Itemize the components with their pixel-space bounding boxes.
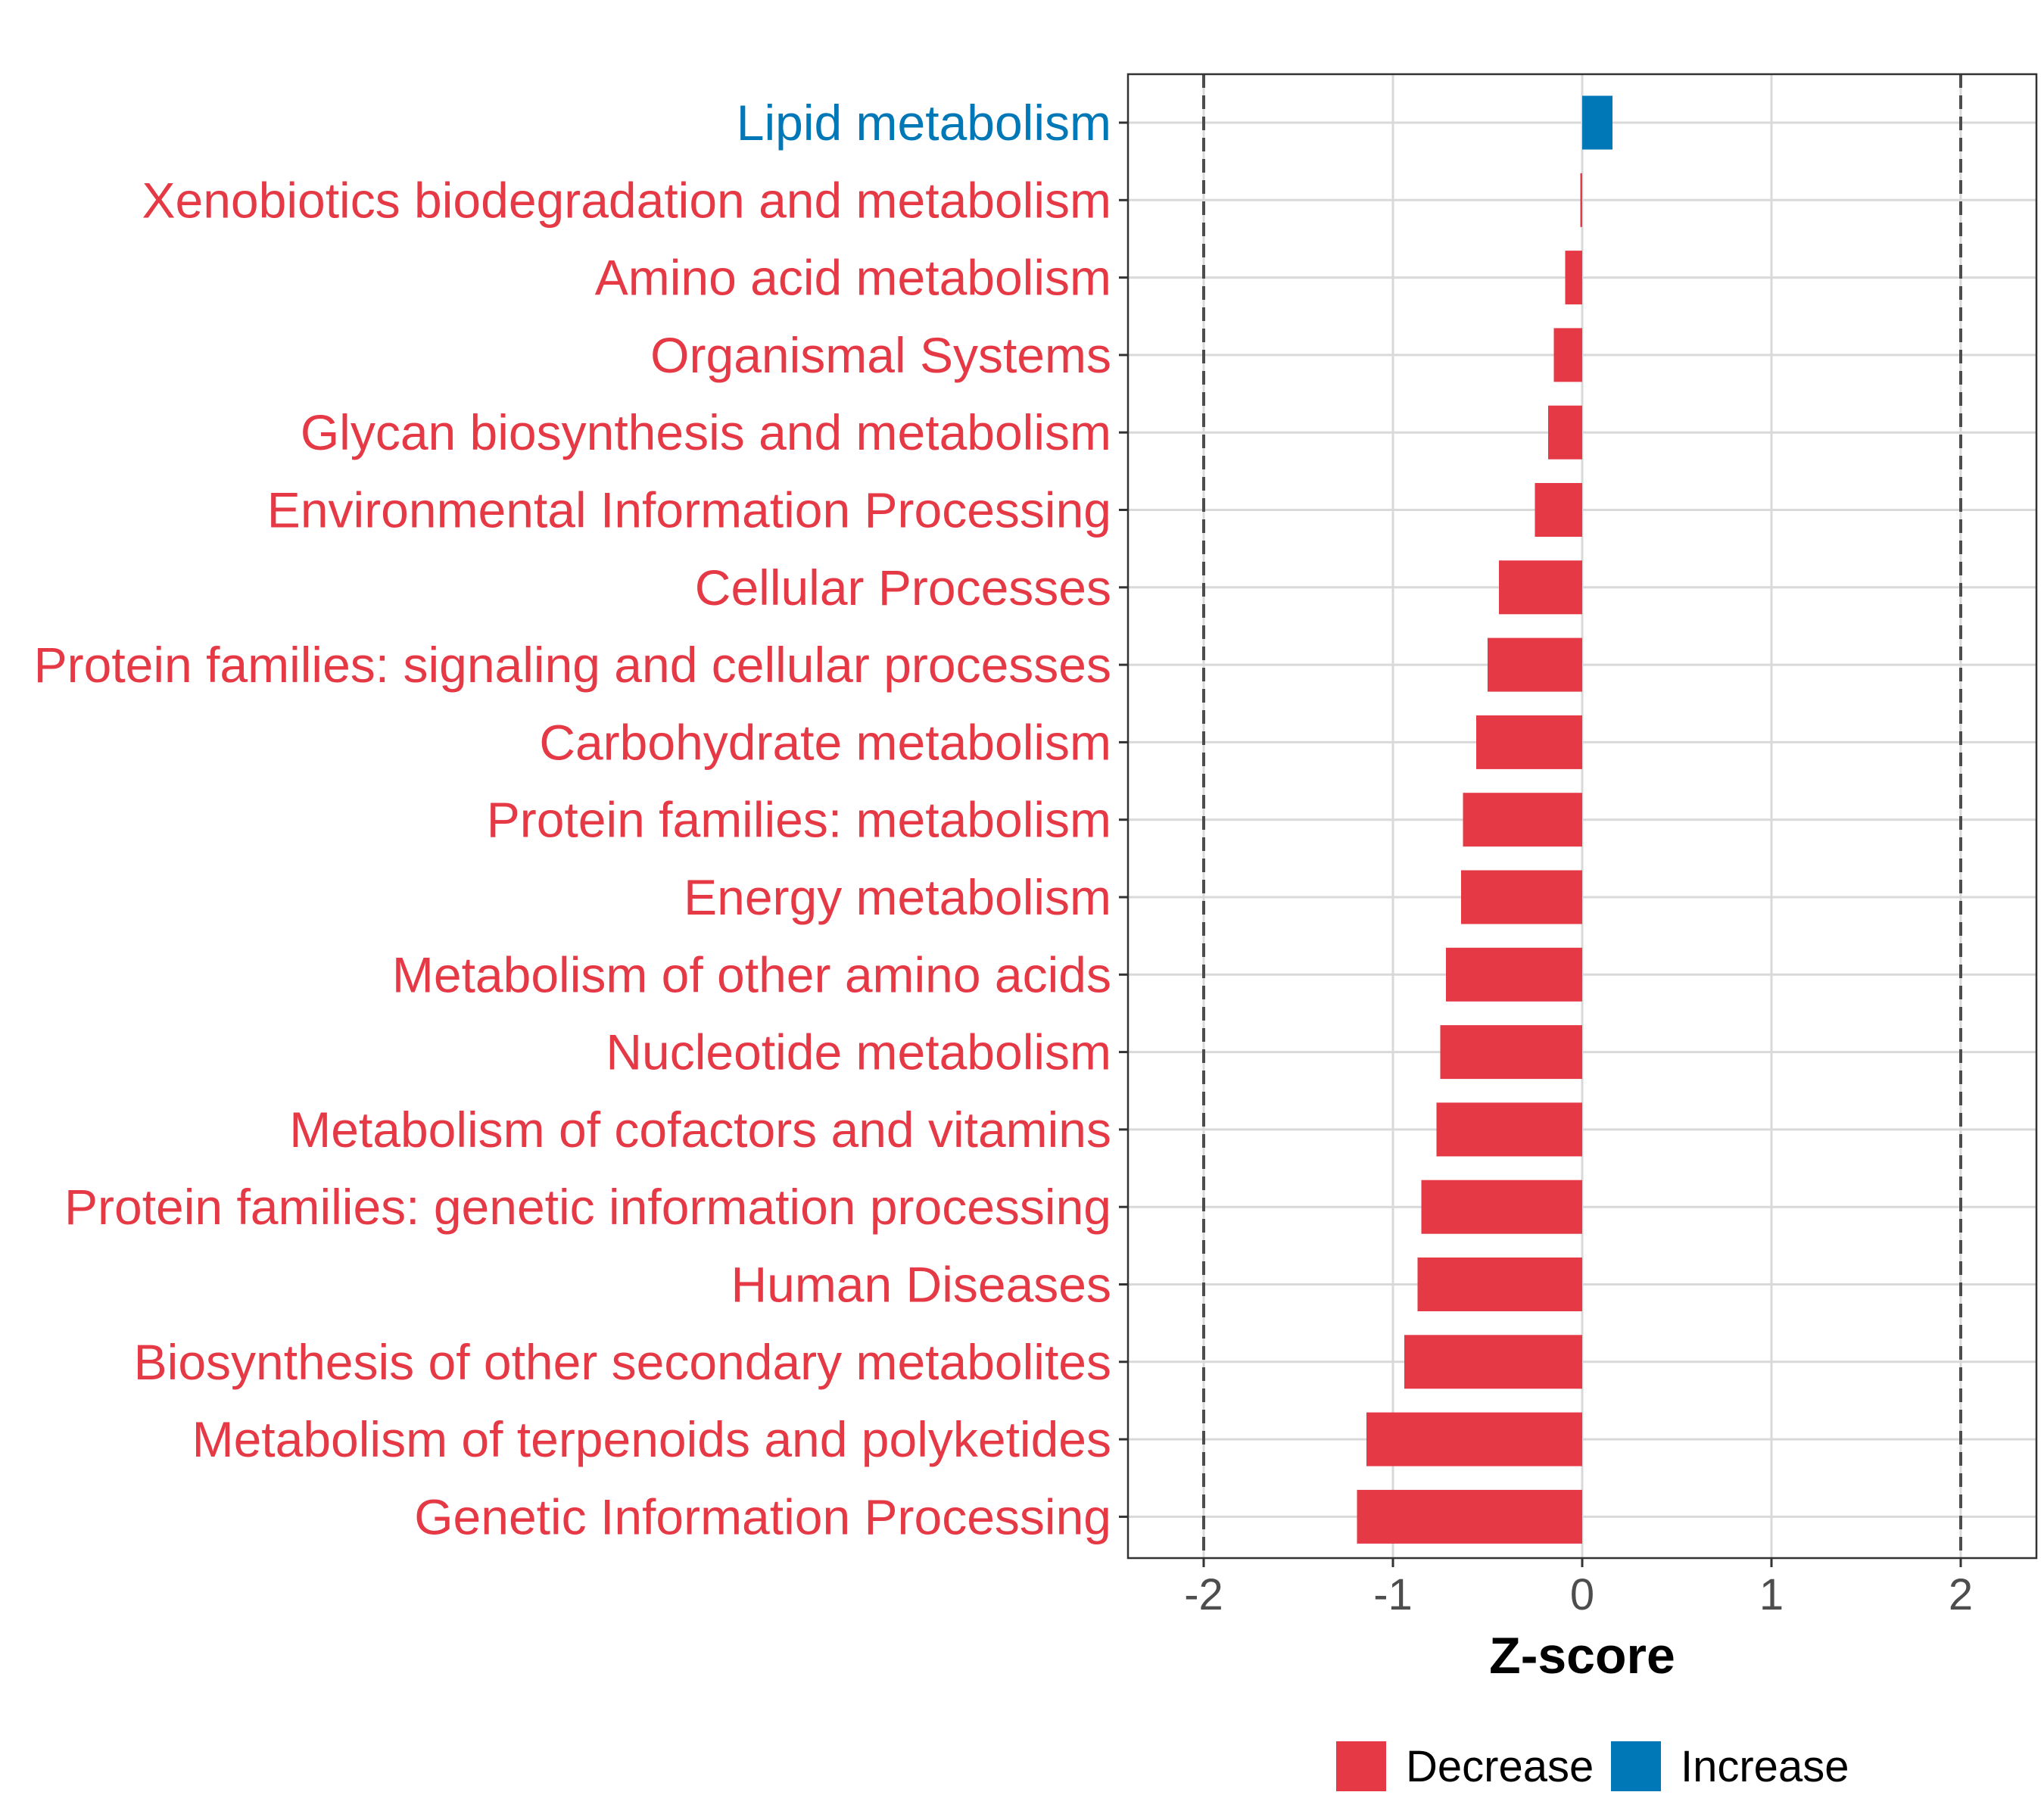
bar-4 xyxy=(1553,328,1582,382)
legend-swatch xyxy=(1611,1741,1661,1791)
category-label: Environmental Information Processing xyxy=(267,482,1111,538)
category-label: Carbohydrate metabolism xyxy=(539,714,1111,770)
legend-label: Decrease xyxy=(1406,1742,1594,1791)
category-label: Metabolism of terpenoids and polyketides xyxy=(192,1411,1111,1467)
bar-19 xyxy=(1357,1489,1582,1544)
category-label: Glycan biosynthesis and metabolism xyxy=(301,404,1111,460)
bar-13 xyxy=(1440,1025,1582,1080)
bar-3 xyxy=(1565,251,1582,305)
bar-2 xyxy=(1580,173,1582,227)
legend-swatch xyxy=(1336,1741,1386,1791)
x-axis-ticks xyxy=(1202,1558,1962,1567)
bar-17 xyxy=(1404,1335,1582,1389)
bar-5 xyxy=(1548,405,1582,460)
reference-lines xyxy=(1202,74,1962,1558)
bar-10 xyxy=(1463,793,1582,847)
legend-label: Increase xyxy=(1681,1742,1849,1791)
category-label: Genetic Information Processing xyxy=(414,1488,1111,1544)
category-label: Amino acid metabolism xyxy=(595,250,1111,306)
legend-item-decrease: Decrease xyxy=(1336,1741,1594,1791)
bar-12 xyxy=(1446,947,1582,1002)
bar-18 xyxy=(1366,1412,1582,1466)
category-label: Human Diseases xyxy=(731,1257,1111,1313)
category-label: Nucleotide metabolism xyxy=(606,1024,1111,1080)
x-tick-label: 0 xyxy=(1570,1570,1594,1619)
bar-15 xyxy=(1421,1180,1582,1234)
bar-11 xyxy=(1461,870,1582,924)
category-label: Protein families: genetic information pr… xyxy=(64,1179,1111,1235)
bars xyxy=(1357,95,1612,1544)
category-label: Organismal Systems xyxy=(650,327,1111,383)
bar-7 xyxy=(1499,560,1582,615)
bar-8 xyxy=(1488,637,1582,692)
bar-16 xyxy=(1417,1258,1582,1311)
category-label: Metabolism of cofactors and vitamins xyxy=(289,1102,1111,1158)
category-label: Cellular Processes xyxy=(695,559,1111,616)
category-label: Metabolism of other amino acids xyxy=(392,946,1111,1002)
category-label: Biosynthesis of other secondary metaboli… xyxy=(134,1334,1111,1390)
x-tick-label: 1 xyxy=(1759,1570,1784,1619)
bar-6 xyxy=(1535,483,1582,537)
category-label: Protein families: signaling and cellular… xyxy=(34,637,1111,693)
x-axis-title: Z-score xyxy=(1489,1627,1675,1685)
x-tick-label: 2 xyxy=(1949,1570,1973,1619)
bar-9 xyxy=(1476,715,1582,769)
category-label: Lipid metabolism xyxy=(737,95,1111,151)
category-label: Protein families: metabolism xyxy=(487,792,1111,848)
bar-1 xyxy=(1582,95,1612,150)
bar-14 xyxy=(1436,1102,1582,1157)
category-label: Energy metabolism xyxy=(684,869,1111,925)
legend-item-increase: Increase xyxy=(1611,1741,1849,1791)
x-axis-labels: -2 -1 0 1 2 xyxy=(1184,1570,1973,1619)
y-axis-ticks xyxy=(1119,121,1128,1518)
legend: Decrease Increase xyxy=(1336,1741,1849,1791)
x-tick-label: -2 xyxy=(1184,1570,1223,1619)
y-axis-labels: Lipid metabolism Xenobiotics biodegradati… xyxy=(34,95,1111,1544)
category-label: Xenobiotics biodegradation and metabolis… xyxy=(142,172,1112,228)
x-tick-label: -1 xyxy=(1373,1570,1413,1619)
